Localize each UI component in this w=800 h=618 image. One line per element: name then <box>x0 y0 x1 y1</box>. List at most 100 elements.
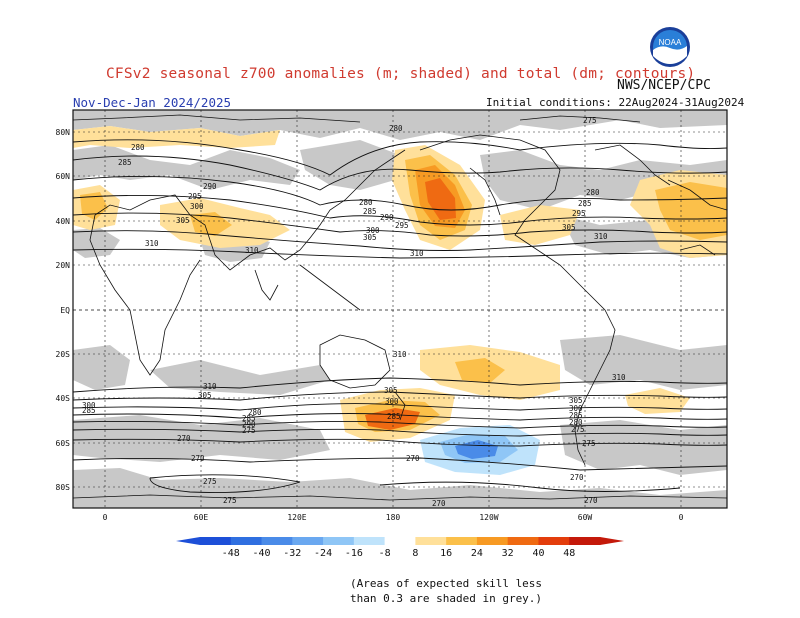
colorbar-tick-label: -32 <box>283 548 301 559</box>
colorbar-tick-label: -8 <box>379 548 391 559</box>
colorbar-tick-label: 32 <box>502 548 514 559</box>
contour-label: 270 <box>177 434 191 443</box>
footnote-line-2: than 0.3 are shaded in grey.) <box>350 592 543 605</box>
contour-label: 270 <box>584 496 598 505</box>
init-conditions-label: Initial conditions: 22Aug2024-31Aug2024 <box>486 96 745 109</box>
colorbar-segment <box>261 537 293 545</box>
contour-label: 290 <box>203 182 217 191</box>
colorbar-tick-label: -40 <box>253 548 271 559</box>
contour-label: 285 <box>569 411 583 420</box>
contour-label: 300 <box>385 397 399 406</box>
contour-label: 285 <box>118 158 132 167</box>
colorbar: -48 -40 -32 -24 -16 -8 8 16 24 32 40 48 <box>176 537 624 559</box>
lat-label: EQ <box>60 306 70 315</box>
colorbar-segment <box>353 537 386 545</box>
contour-label: 310 <box>612 373 626 382</box>
contour-label: 300 <box>366 226 380 235</box>
contour-label: 275 <box>582 439 596 448</box>
contour-label: 290 <box>380 213 394 222</box>
colorbar-segment <box>323 537 355 545</box>
colorbar-segment <box>415 537 447 545</box>
colorbar-tick-label: -48 <box>222 548 240 559</box>
contour-label: 270 <box>406 454 420 463</box>
contour-labels: 280 280 285 290 295 300 305 310 310 280 … <box>82 116 626 508</box>
map-frame <box>72 109 728 509</box>
contour-label: 275 <box>203 477 217 486</box>
contour-label: 305 <box>176 216 190 225</box>
colorbar-tick-label: -16 <box>345 548 363 559</box>
contour-label: 305 <box>363 233 377 242</box>
contour-label: 270 <box>191 454 205 463</box>
colorbar-segment <box>230 537 263 545</box>
contour-label: 275 <box>223 496 237 505</box>
colorbar-tick-label: 24 <box>471 548 483 559</box>
latitude-labels: 80N 60N 40N 20N EQ 20S 40S 60S 80S <box>56 128 71 492</box>
contour-label: 305 <box>569 396 583 405</box>
contour-label: 275 <box>242 426 256 435</box>
grid-lines <box>73 110 727 508</box>
contour-label: 305 <box>562 223 576 232</box>
lon-label: 120W <box>479 513 498 522</box>
contour-label: 280 <box>248 408 262 417</box>
footnote-line-1: (Areas of expected skill less <box>350 577 543 590</box>
contour-label: 285 <box>82 406 96 415</box>
contour-label: 300 <box>190 202 204 211</box>
contour-label: 270 <box>570 473 584 482</box>
lat-label: 60S <box>56 439 71 448</box>
lat-label: 20N <box>56 261 71 270</box>
lat-label: 40N <box>56 217 71 226</box>
contour-label: 310 <box>594 232 608 241</box>
colorbar-left-arrow <box>176 537 200 545</box>
contour-label: 310 <box>203 382 217 391</box>
colorbar-segment <box>384 537 416 545</box>
lon-label: 0 <box>103 513 108 522</box>
contour-label: 285 <box>387 412 401 421</box>
contour-label: 310 <box>393 350 407 359</box>
lat-label: 80S <box>56 483 71 492</box>
lon-label: 60W <box>578 513 593 522</box>
contour-label: 275 <box>571 425 585 434</box>
contour-label: 280 <box>586 188 600 197</box>
colorbar-tick-label: 16 <box>440 548 452 559</box>
positive-anomalies <box>73 126 727 442</box>
longitude-labels: 0 60E 120E 180 120W 60W 0 <box>103 513 684 522</box>
colorbar-segment <box>476 537 509 545</box>
colorbar-right-arrow <box>600 537 624 545</box>
contour-label: 305 <box>198 391 212 400</box>
colorbar-segment <box>200 537 232 545</box>
lat-label: 80N <box>56 128 71 137</box>
contour-label: 285 <box>363 207 377 216</box>
lat-label: 20S <box>56 350 71 359</box>
contour-label: 295 <box>188 192 202 201</box>
colorbar-segment <box>569 537 601 545</box>
contour-label: 275 <box>583 116 597 125</box>
contour-label: 295 <box>395 221 409 230</box>
colorbar-tick-label: -24 <box>314 548 332 559</box>
skill-footnote: (Areas of expected skill less than 0.3 a… <box>350 576 542 606</box>
lon-label: 120E <box>287 513 306 522</box>
contour-label: 300 <box>569 404 583 413</box>
colorbar-tick-label: 48 <box>563 548 575 559</box>
contour-label: 285 <box>242 414 256 423</box>
contour-label: 305 <box>384 386 398 395</box>
contour-label: 285 <box>578 199 592 208</box>
colorbar-segment <box>538 537 570 545</box>
height-contours <box>73 139 727 494</box>
lon-label: 60E <box>194 513 209 522</box>
svg-text:NOAA: NOAA <box>659 38 682 47</box>
contour-label: 310 <box>145 239 159 248</box>
contour-label: 295 <box>572 209 586 218</box>
colorbar-tick-label: 40 <box>532 548 544 559</box>
agency-label: NWS/NCEP/CPC <box>617 78 711 93</box>
lon-label: 180 <box>386 513 401 522</box>
contour-label: 300 <box>82 401 96 410</box>
chart-title: CFSv2 seasonal z700 anomalies (m; shaded… <box>106 66 696 82</box>
colorbar-tick-label: 8 <box>412 548 418 559</box>
noaa-logo: NOAA <box>649 26 691 68</box>
contour-label: 290 <box>242 420 256 429</box>
contour-label: 280 <box>569 418 583 427</box>
contour-label: 310 <box>245 246 259 255</box>
colorbar-segment <box>446 537 478 545</box>
contour-label: 310 <box>410 249 424 258</box>
